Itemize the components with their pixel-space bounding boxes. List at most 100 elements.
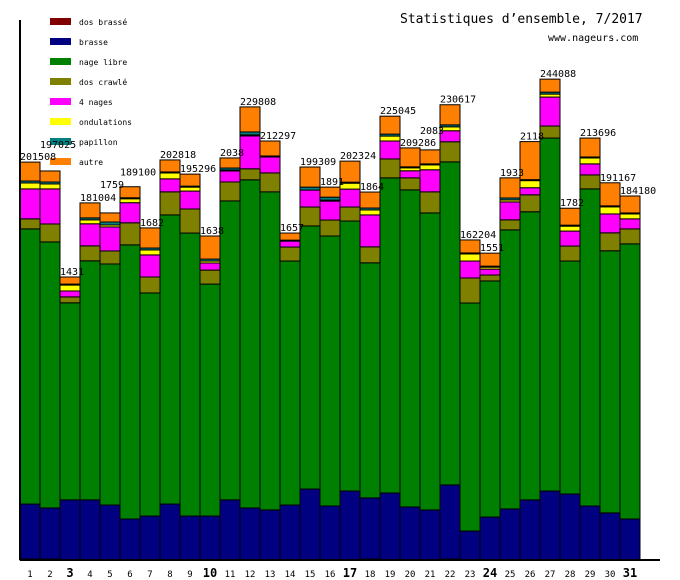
bar-segment-nage-libre bbox=[619, 243, 641, 520]
bar-segment-dos-crawlé bbox=[339, 206, 361, 222]
bar-segment-brasse bbox=[299, 488, 321, 561]
bar-segment-brasse bbox=[99, 504, 121, 561]
bar-segment-brasse bbox=[579, 505, 601, 561]
bar-segment-brasse bbox=[379, 492, 401, 561]
bar-day-30 bbox=[599, 182, 621, 561]
bar-segment-brasse bbox=[79, 499, 101, 561]
x-tick-label: 16 bbox=[325, 570, 336, 580]
total-label: 244088 bbox=[540, 69, 576, 80]
bar-day-6 bbox=[119, 186, 141, 561]
x-tick-label: 30 bbox=[605, 570, 616, 580]
x-tick-label: 18 bbox=[365, 570, 376, 580]
bar-day-21 bbox=[419, 149, 441, 561]
legend-label: autre bbox=[79, 158, 103, 167]
bar-segment-4-nages bbox=[39, 188, 61, 225]
bar-segment-brasse bbox=[199, 515, 221, 561]
bar-day-31 bbox=[619, 195, 641, 561]
bar-segment-4-nages bbox=[619, 218, 641, 230]
bar-segment-4-nages bbox=[419, 169, 441, 193]
x-tick-labels: 1 2 3 4 5 6 7 8 9 10 11 12 13 14 15 16 17 18 19 20 21 22 23 24 2… bbox=[27, 566, 637, 580]
bar-segment-brasse bbox=[499, 508, 521, 561]
bar-segment-dos-crawlé bbox=[159, 191, 181, 216]
legend-label: dos brassé bbox=[79, 17, 127, 27]
bar-segment-dos-crawlé bbox=[579, 174, 601, 190]
chart-title: Statistiques d’ensemble, 7/2017 bbox=[400, 12, 643, 27]
bar-segment-nage-libre bbox=[439, 161, 461, 486]
bar-segment-nage-libre bbox=[479, 280, 501, 518]
bar-day-24 bbox=[479, 252, 501, 561]
bar-segment-4-nages bbox=[259, 156, 281, 174]
bar-day-5 bbox=[99, 212, 121, 561]
bar-segment-dos-crawlé bbox=[499, 219, 521, 231]
x-tick-label: 17 bbox=[343, 566, 357, 580]
x-tick-label: 23 bbox=[465, 570, 476, 580]
bar-segment-autre bbox=[619, 195, 641, 214]
bar-segment-autre bbox=[119, 186, 141, 199]
bar-segment-dos-crawlé bbox=[79, 245, 101, 262]
legend-swatch bbox=[50, 98, 71, 105]
bar-segment-4-nages bbox=[19, 188, 41, 220]
legend-label: brasse bbox=[79, 38, 108, 47]
bar-day-8 bbox=[159, 159, 181, 561]
bar-segment-brasse bbox=[319, 505, 341, 561]
bar-segment-4-nages bbox=[339, 188, 361, 208]
legend-swatch bbox=[50, 18, 71, 25]
total-label: 1864 bbox=[360, 182, 384, 193]
x-tick-label: 2 bbox=[47, 570, 52, 580]
total-label: 213696 bbox=[580, 128, 616, 139]
bar-segment-autre bbox=[239, 106, 261, 133]
bar-day-10 bbox=[199, 235, 221, 561]
bar-segment-dos-crawlé bbox=[219, 181, 241, 202]
legend-swatch bbox=[50, 118, 71, 125]
legend-label: nage libre bbox=[79, 58, 127, 67]
bar-segment-4-nages bbox=[279, 240, 301, 248]
bar-segment-4-nages bbox=[179, 190, 201, 210]
bar-segment-autre bbox=[59, 276, 81, 285]
bar-segment-autre bbox=[419, 149, 441, 165]
bar-segment-brasse bbox=[259, 509, 281, 561]
bar-day-16 bbox=[319, 186, 341, 561]
bar-segment-dos-crawlé bbox=[619, 228, 641, 245]
bar-segment-4-nages bbox=[559, 230, 581, 247]
bar-segment-autre bbox=[319, 186, 341, 198]
bar-day-18 bbox=[359, 191, 381, 561]
bar-segment-dos-crawlé bbox=[419, 191, 441, 214]
total-label: 209286 bbox=[400, 138, 436, 149]
total-label: 2083 bbox=[420, 126, 444, 137]
bar-segment-brasse bbox=[339, 490, 361, 561]
bar-day-19 bbox=[379, 115, 401, 561]
x-tick-label: 4 bbox=[87, 570, 92, 580]
bar-segment-ondulations bbox=[39, 183, 61, 190]
bar-day-25 bbox=[499, 177, 521, 561]
total-label: 201508 bbox=[20, 152, 56, 163]
bar-segment-autre bbox=[339, 160, 361, 183]
legend-label: ondulations bbox=[79, 118, 132, 127]
x-tick-label: 7 bbox=[147, 570, 152, 580]
x-tick-label: 31 bbox=[623, 566, 637, 580]
bar-segment-brasse bbox=[459, 530, 481, 561]
bar-segment-dos-crawlé bbox=[319, 219, 341, 237]
x-tick-label: 27 bbox=[545, 570, 556, 580]
x-tick-label: 22 bbox=[445, 570, 456, 580]
bar-segment-brasse bbox=[59, 499, 81, 561]
bar-segment-4-nages bbox=[539, 96, 561, 127]
x-tick-label: 14 bbox=[285, 570, 296, 580]
bar-segment-nage-libre bbox=[79, 260, 101, 501]
bar-segment-ondulations bbox=[59, 284, 81, 292]
bar-segment-4-nages bbox=[479, 268, 501, 276]
bar-segment-dos-crawlé bbox=[139, 276, 161, 294]
bar-segment-nage-libre bbox=[119, 244, 141, 520]
bar-day-12 bbox=[239, 106, 261, 561]
legend-label: dos crawlé bbox=[79, 77, 127, 87]
bar-segment-nage-libre bbox=[39, 241, 61, 509]
bar-segment-autre bbox=[39, 170, 61, 183]
bar-segment-dos-crawlé bbox=[479, 274, 501, 282]
x-tick-label: 26 bbox=[525, 570, 536, 580]
total-label: 2118 bbox=[520, 132, 544, 143]
bar-segment-nage-libre bbox=[539, 137, 561, 492]
chart-subtitle: www.nageurs.com bbox=[548, 33, 638, 44]
bars-layer bbox=[19, 78, 641, 561]
x-tick-label: 19 bbox=[385, 570, 396, 580]
total-label: 202818 bbox=[160, 150, 196, 161]
bar-segment-dos-crawlé bbox=[379, 158, 401, 179]
